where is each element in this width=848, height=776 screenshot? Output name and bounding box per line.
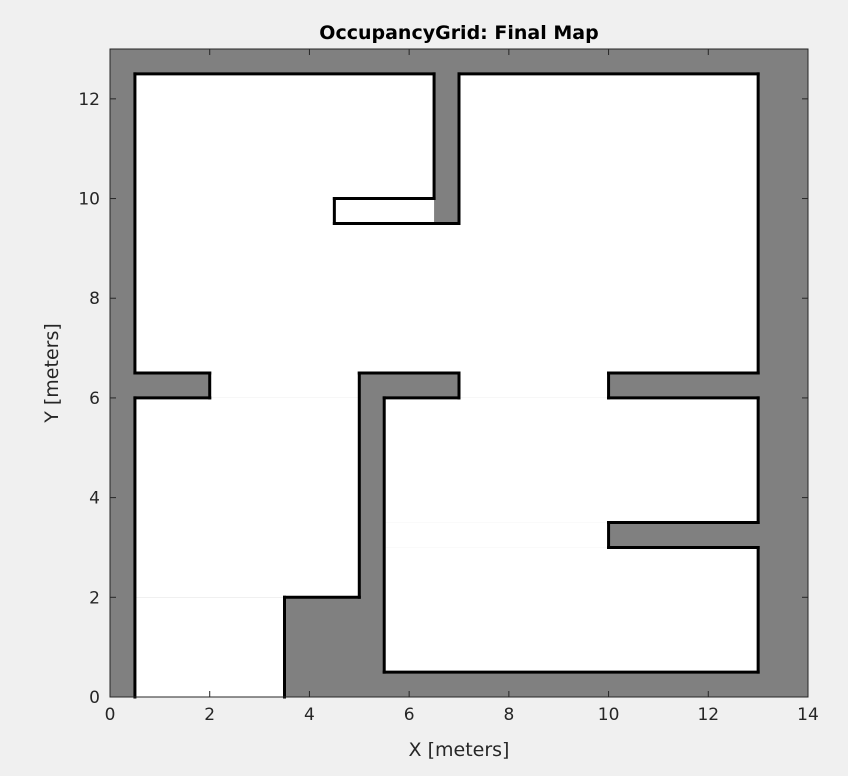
y-axis-label: Y [meters] bbox=[41, 323, 63, 424]
y-tick-label: 4 bbox=[89, 489, 100, 509]
y-axis-ticks: 0 2 4 6 8 10 12 bbox=[78, 90, 808, 708]
x-tick-label: 12 bbox=[697, 705, 719, 725]
y-tick-label: 2 bbox=[89, 588, 100, 608]
axes-box bbox=[109, 48, 809, 698]
y-tick-label: 10 bbox=[78, 190, 100, 210]
y-tick-label: 6 bbox=[89, 389, 100, 409]
free-region-left-mid-room bbox=[134, 397, 360, 598]
x-tick-label: 2 bbox=[204, 705, 215, 725]
free-region-left-upper-link bbox=[209, 373, 360, 398]
free-region-top-corridor bbox=[134, 223, 759, 373]
x-tick-label: 14 bbox=[797, 705, 819, 725]
x-tick-label: 0 bbox=[105, 705, 116, 725]
free-region-left-bottom-room bbox=[134, 597, 285, 697]
x-axis-ticks: 0 2 4 6 8 10 12 14 bbox=[105, 49, 819, 725]
y-tick-label: 12 bbox=[78, 90, 100, 110]
x-axis-label: X [meters] bbox=[409, 739, 510, 761]
free-region-right-passage bbox=[459, 373, 609, 398]
chart-title: OccupancyGrid: Final Map bbox=[319, 22, 598, 44]
free-region-bottom-link bbox=[384, 522, 609, 548]
free-region-right-lower-room bbox=[384, 397, 759, 523]
x-tick-label: 4 bbox=[304, 705, 315, 725]
y-tick-label: 0 bbox=[89, 688, 100, 708]
x-tick-label: 6 bbox=[404, 705, 415, 725]
x-tick-label: 8 bbox=[503, 705, 514, 725]
x-tick-label: 10 bbox=[598, 705, 620, 725]
occupied-walls bbox=[133, 72, 760, 699]
y-tick-label: 8 bbox=[89, 289, 100, 309]
free-region-bottom-room bbox=[384, 547, 759, 673]
